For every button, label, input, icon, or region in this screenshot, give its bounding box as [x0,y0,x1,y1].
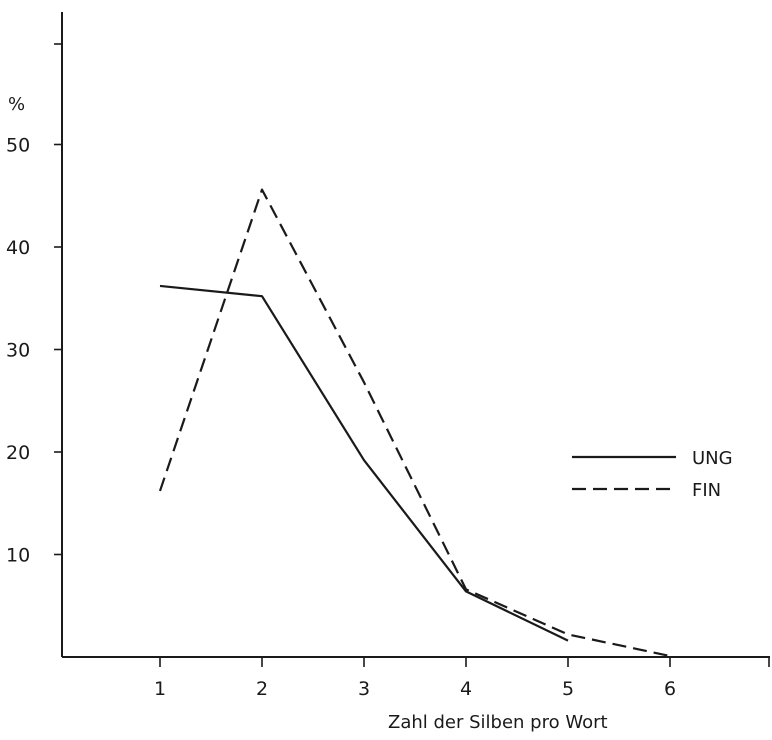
x-tick-label: 5 [562,678,574,700]
y-tick-label: 40 [6,237,30,259]
legend: UNG FIN [572,448,733,501]
series-line-fin [158,188,671,658]
x-axis-title: Zahl der Silben pro Wort [388,712,608,733]
series-group [158,188,671,658]
y-ticks: 10 20 30 40 50 [6,43,62,567]
y-tick-label: 20 [6,442,30,464]
x-tick-label: 4 [460,678,472,700]
legend-label-ung: UNG [692,448,733,469]
x-tick-label: 3 [358,678,370,700]
y-axis-title: % [8,94,25,115]
x-ticks: 1 2 3 4 5 6 [154,657,770,700]
y-tick-label: 10 [6,545,30,567]
x-tick-label: 2 [256,678,268,700]
legend-label-fin: FIN [692,480,721,501]
y-tick-label: 50 [6,135,30,157]
y-tick-label: 30 [6,340,30,362]
axes [61,12,770,658]
x-tick-label: 1 [154,678,166,700]
x-tick-label: 6 [664,678,676,700]
series-line-ung [159,284,569,642]
